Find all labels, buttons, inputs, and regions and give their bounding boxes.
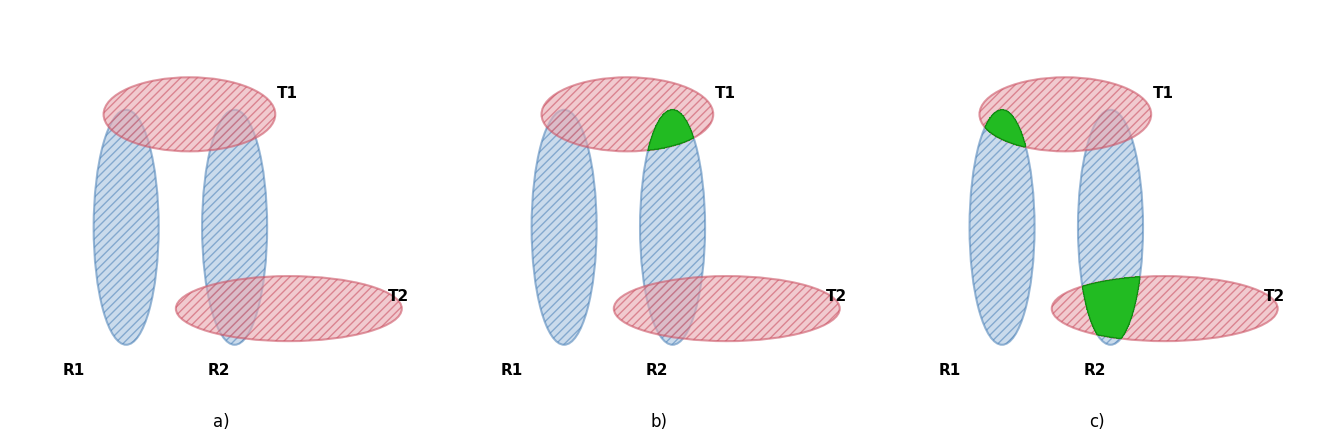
Text: R2: R2 xyxy=(646,363,668,378)
Ellipse shape xyxy=(1078,110,1143,345)
Ellipse shape xyxy=(531,110,597,345)
Text: b): b) xyxy=(651,413,667,431)
Text: R1: R1 xyxy=(938,363,961,378)
Ellipse shape xyxy=(979,77,1151,151)
Text: a): a) xyxy=(212,413,229,431)
Text: R1: R1 xyxy=(63,363,86,378)
Ellipse shape xyxy=(614,276,840,341)
Ellipse shape xyxy=(542,77,713,151)
Ellipse shape xyxy=(641,110,705,345)
Text: T2: T2 xyxy=(389,289,410,304)
Text: R2: R2 xyxy=(1083,363,1106,378)
Ellipse shape xyxy=(202,110,268,345)
Text: T1: T1 xyxy=(1153,86,1174,101)
Text: R1: R1 xyxy=(501,363,523,378)
Ellipse shape xyxy=(1052,276,1277,341)
Text: R2: R2 xyxy=(207,363,231,378)
Ellipse shape xyxy=(104,77,275,151)
Text: T2: T2 xyxy=(826,289,847,304)
Ellipse shape xyxy=(970,110,1035,345)
Ellipse shape xyxy=(94,110,158,345)
Ellipse shape xyxy=(175,276,402,341)
Text: T1: T1 xyxy=(716,86,735,101)
Text: T2: T2 xyxy=(1264,289,1285,304)
Text: c): c) xyxy=(1089,413,1104,431)
Text: T1: T1 xyxy=(277,86,298,101)
